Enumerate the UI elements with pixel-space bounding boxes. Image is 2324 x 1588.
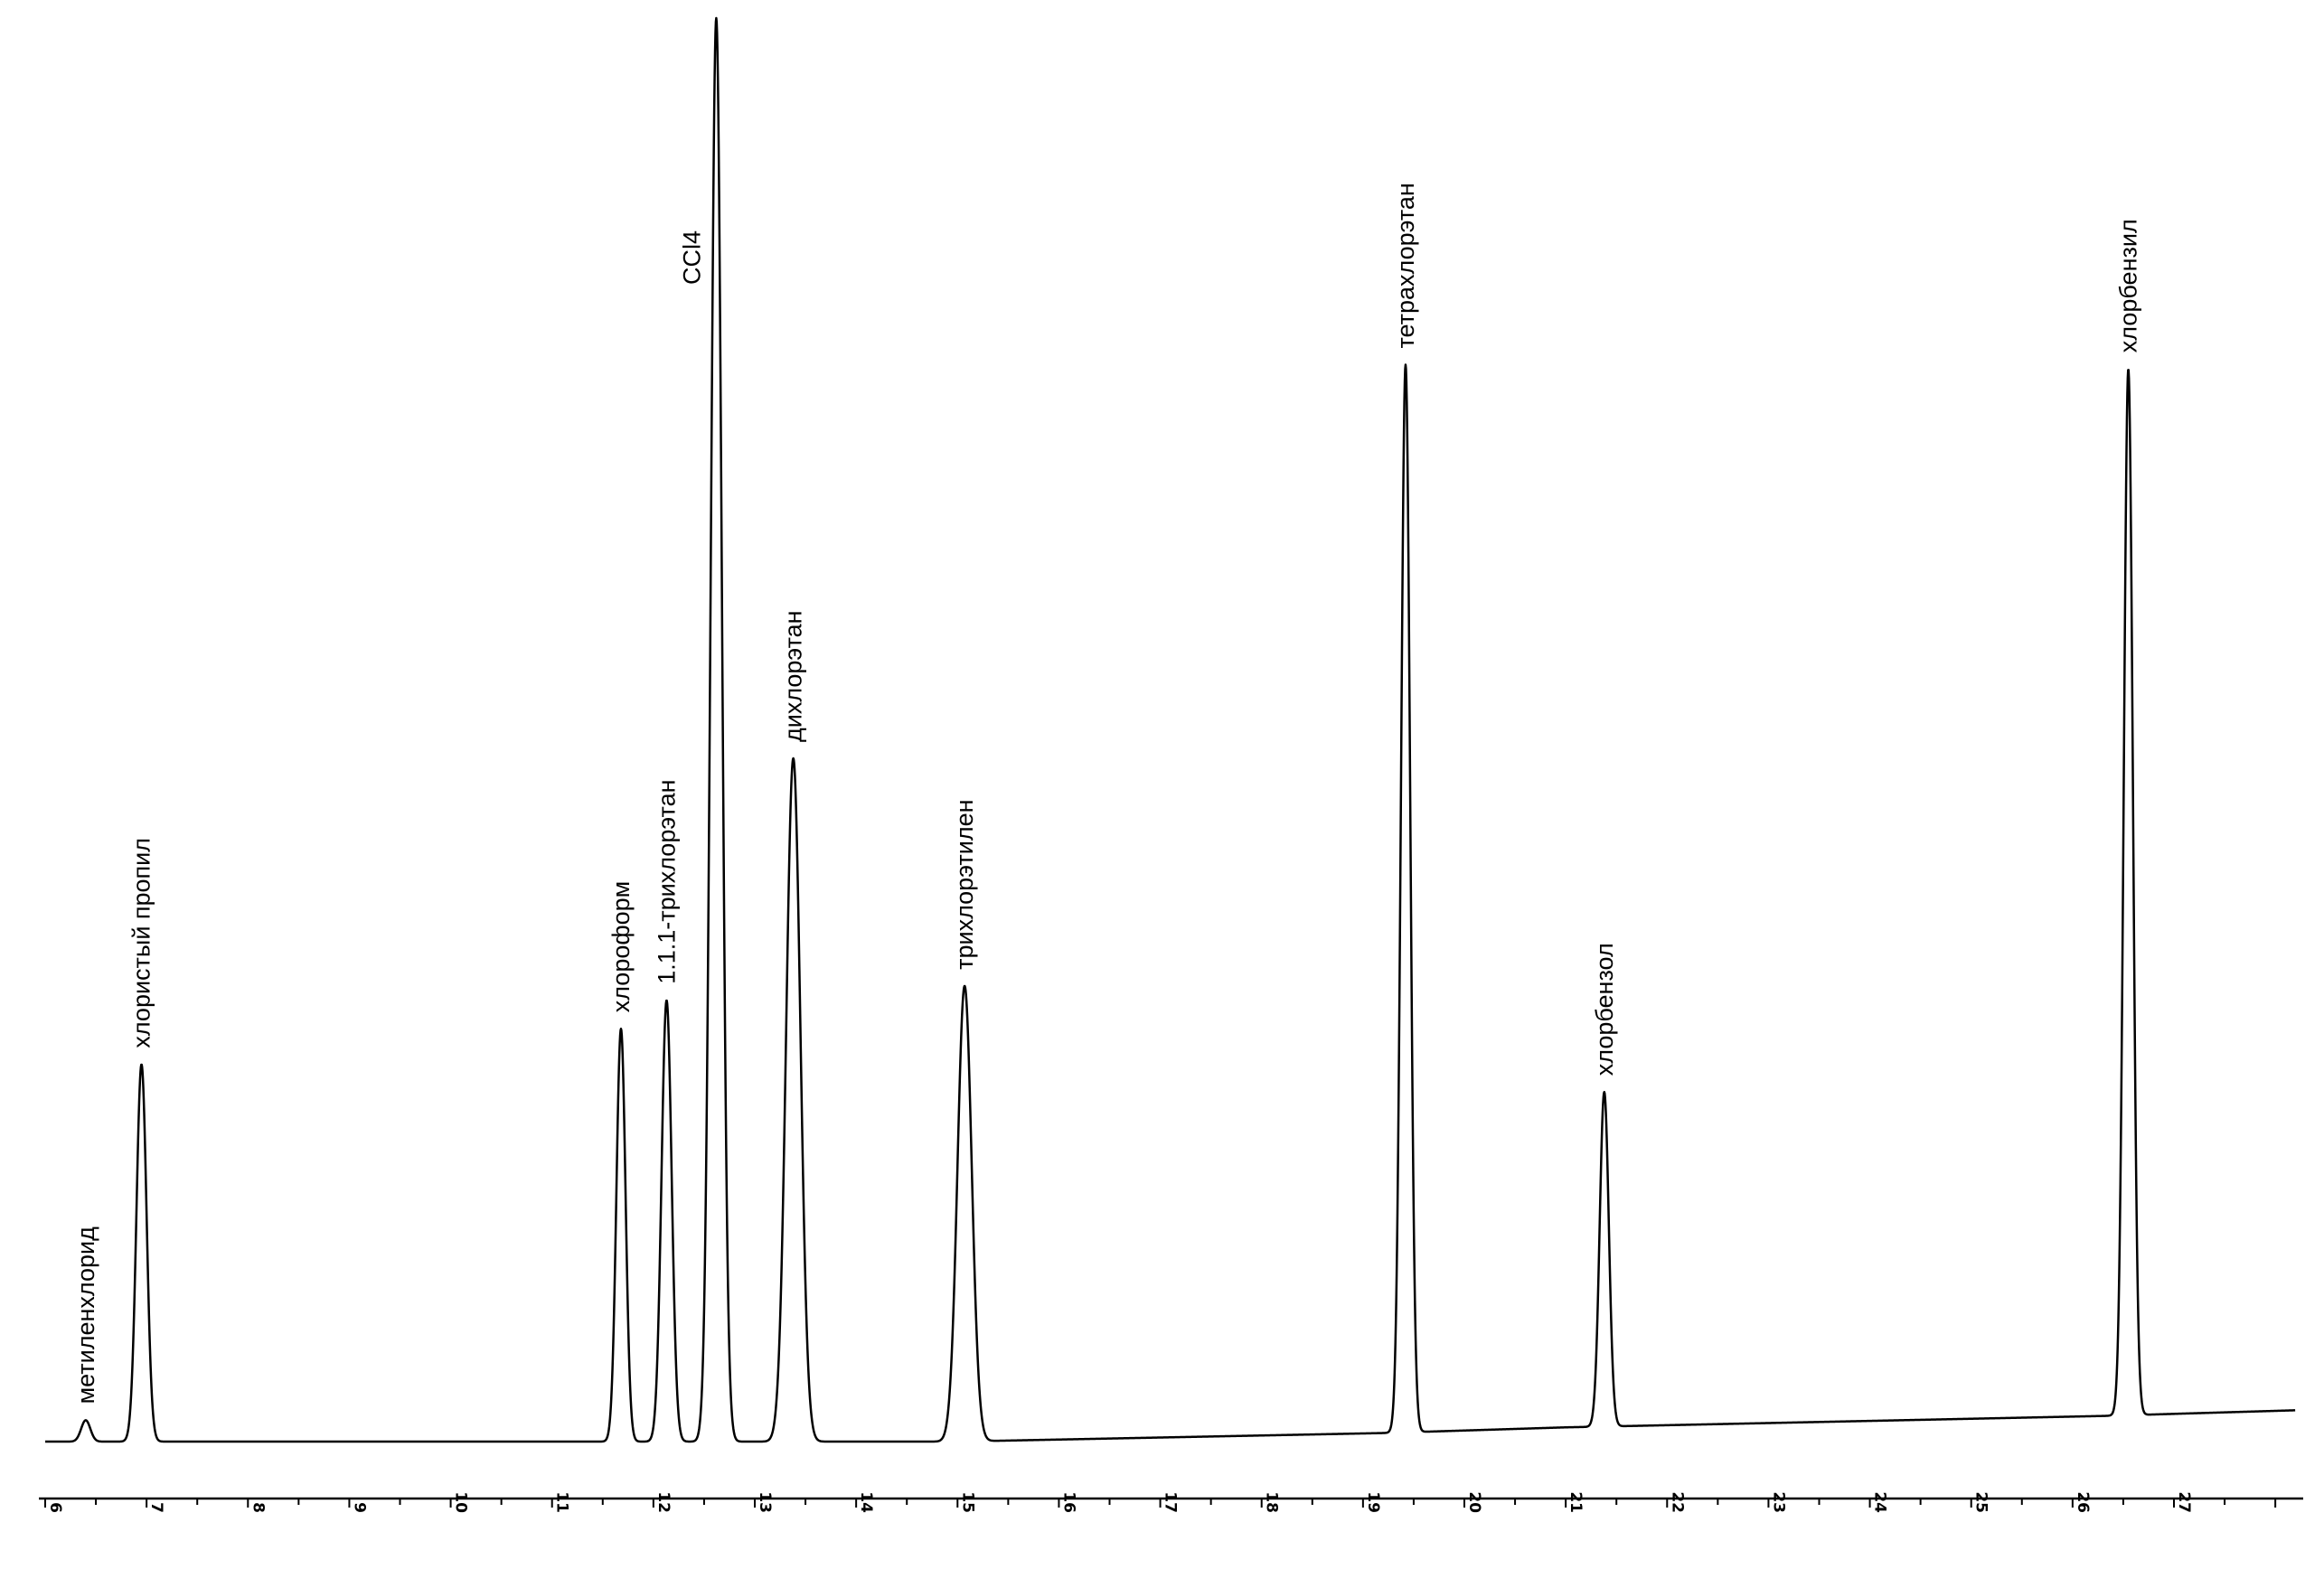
x-tick-label: 6 bbox=[46, 1502, 64, 1513]
x-tick-label: 25 bbox=[1972, 1491, 1990, 1513]
peak-labels: метиленхлорид хлористый пропил хлороформ 1.… bbox=[72, 183, 2142, 1404]
x-tick-label: 14 bbox=[857, 1491, 875, 1513]
peak-label: 1.1.1-трихлорэтан bbox=[653, 779, 680, 983]
peak-label: трихлорэтилен bbox=[951, 799, 978, 969]
x-tick-label: 13 bbox=[756, 1491, 774, 1513]
peak-label: хлороформ bbox=[607, 881, 635, 1012]
plot-layer bbox=[44, 16, 2296, 1443]
x-tick-label: 17 bbox=[1162, 1491, 1180, 1513]
x-tick-label: 19 bbox=[1364, 1491, 1382, 1513]
peak-label: хлористый пропил bbox=[128, 838, 155, 1048]
x-tick-label: 26 bbox=[2074, 1491, 2092, 1513]
peak-label: хлорбензол bbox=[1591, 943, 1618, 1076]
x-axis: 6 7 8 9 10 11 12 13 14 15 16 17 18 19 20 21 22 23 24 25 26 27 bbox=[39, 1491, 2303, 1513]
x-tick-label: 21 bbox=[1567, 1491, 1585, 1513]
x-tick-label: 27 bbox=[2175, 1491, 2193, 1513]
x-tick-label: 22 bbox=[1668, 1491, 1686, 1513]
x-tick-label: 10 bbox=[452, 1491, 470, 1513]
peak-label: тетрахлорэтан bbox=[1392, 183, 1419, 348]
x-tick-label: 7 bbox=[147, 1502, 165, 1513]
x-tick-label: 11 bbox=[553, 1491, 571, 1513]
peak-label: метиленхлорид bbox=[72, 1226, 99, 1404]
peak-label: хлорбензил bbox=[2115, 219, 2142, 352]
x-tick-label: 12 bbox=[654, 1491, 673, 1513]
peak-label: дихлорэтан bbox=[780, 610, 807, 742]
x-tick-label: 8 bbox=[249, 1502, 267, 1513]
x-tick-label: 18 bbox=[1263, 1491, 1281, 1513]
x-tick-label: 9 bbox=[350, 1502, 368, 1513]
x-tick-label: 16 bbox=[1059, 1491, 1077, 1513]
x-tick-label: 24 bbox=[1871, 1491, 1889, 1513]
peak-label: CCl4 bbox=[678, 230, 705, 285]
x-tick-label: 23 bbox=[1769, 1491, 1787, 1513]
x-tick-label: 15 bbox=[958, 1491, 976, 1513]
chromatogram-trace bbox=[44, 16, 2296, 1443]
x-tick-label: 20 bbox=[1465, 1491, 1483, 1513]
